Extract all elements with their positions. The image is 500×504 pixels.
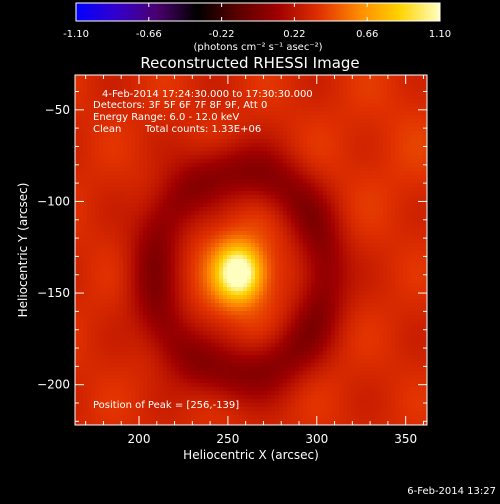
axis-ticks: 200 250 300 350 −50 −100 −150 −200 xyxy=(37,75,427,446)
algorithm-label: Clean xyxy=(93,124,121,135)
colorbar-tick-label: -0.66 xyxy=(136,29,162,40)
colorbar: -1.10 -0.66 -0.22 0.22 0.66 1.10 (photons cm⁻… xyxy=(63,2,451,53)
image-raster-container xyxy=(75,75,427,425)
y-tick-label: −150 xyxy=(37,286,70,300)
x-tick-label: 350 xyxy=(394,432,417,446)
y-tick-label: −200 xyxy=(37,378,70,392)
y-tick-label: −50 xyxy=(45,103,70,117)
chart-title: Reconstructed RHESSI Image xyxy=(140,54,359,72)
x-tick-label: 200 xyxy=(128,432,151,446)
time-range-label: 4-Feb-2014 17:24:30.000 to 17:30:30.000 xyxy=(102,89,313,100)
heatmap-raster xyxy=(75,75,427,425)
peak-position-label: Position of Peak = [256,-139] xyxy=(93,400,239,411)
colorbar-strip xyxy=(76,3,440,21)
footer-date: 6-Feb-2014 13:27 xyxy=(407,486,496,497)
colorbar-tick-label: 0.22 xyxy=(283,29,305,40)
colorbar-tick-label: 0.66 xyxy=(356,29,378,40)
x-tick-label: 250 xyxy=(216,432,239,446)
colorbar-ticks: -1.10 -0.66 -0.22 0.22 0.66 1.10 xyxy=(63,3,451,40)
plot-frame xyxy=(74,74,428,426)
colorbar-frame xyxy=(75,2,441,22)
energy-range-label: Energy Range: 6.0 - 12.0 keV xyxy=(93,112,239,123)
colorbar-tick-label: 1.10 xyxy=(429,29,451,40)
colorbar-tick-label: -0.22 xyxy=(209,29,235,40)
image-panel: 200 250 300 350 −50 −100 −150 −200 4-Feb-2014 1… xyxy=(37,74,428,446)
x-axis-label: Heliocentric X (arcsec) xyxy=(183,448,319,462)
total-counts-label: Total counts: 1.33E+06 xyxy=(144,124,261,135)
x-tick-label: 300 xyxy=(305,432,328,446)
y-axis-label: Heliocentric Y (arcsec) xyxy=(16,183,30,318)
y-tick-label: −100 xyxy=(37,194,70,208)
detectors-label: Detectors: 3F 5F 6F 7F 8F 9F, Att 0 xyxy=(93,100,267,111)
colorbar-unit-label: (photons cm⁻² s⁻¹ asec⁻²) xyxy=(193,42,322,53)
colorbar-tick-label: -1.10 xyxy=(63,29,89,40)
